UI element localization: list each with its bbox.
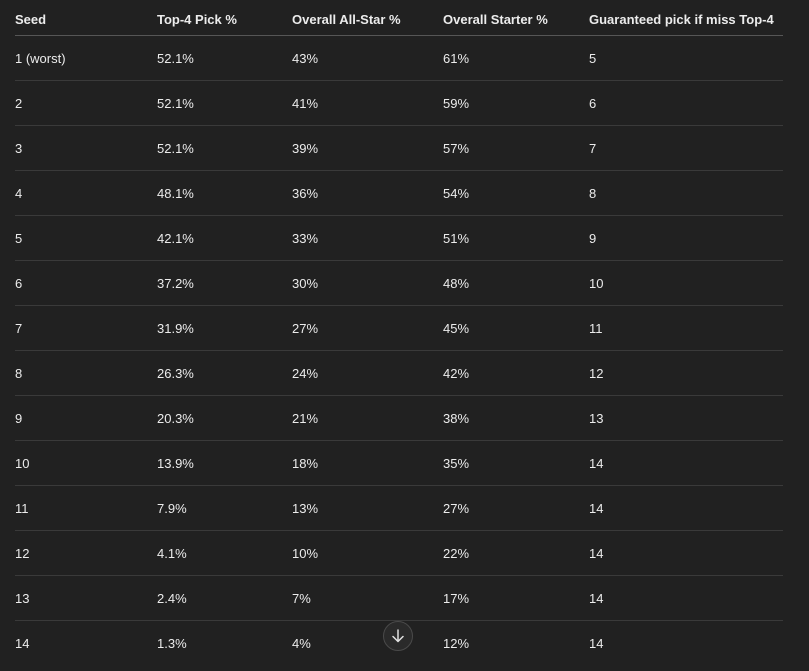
table-cell: 39% [292, 141, 319, 156]
table-cell: 3 [15, 141, 23, 156]
table-cell: 10 [15, 456, 30, 471]
table-cell: 20.3% [157, 411, 194, 426]
arrow-down-icon [392, 629, 404, 643]
table-cell: 1 (worst) [15, 51, 66, 66]
table-cell: 14 [589, 636, 604, 651]
row-divider [15, 575, 783, 576]
table-cell: 26.3% [157, 366, 194, 381]
table-cell: 4 [15, 186, 23, 201]
table-cell: 11 [589, 321, 603, 336]
row-divider [15, 260, 783, 261]
table-cell: 35% [443, 456, 470, 471]
table-cell: 24% [292, 366, 319, 381]
table-cell: 22% [443, 546, 470, 561]
row-divider [15, 125, 783, 126]
column-header: Seed [15, 12, 47, 27]
table-cell: 42% [443, 366, 470, 381]
table-cell: 9 [589, 231, 597, 246]
table-cell: 13% [292, 501, 319, 516]
table-cell: 17% [443, 591, 470, 606]
table-cell: 10% [292, 546, 319, 561]
table-cell: 52.1% [157, 141, 194, 156]
table-cell: 14 [589, 546, 604, 561]
table-cell: 14 [589, 456, 604, 471]
table-cell: 33% [292, 231, 319, 246]
table-cell: 52.1% [157, 51, 194, 66]
row-divider [15, 530, 783, 531]
row-divider [15, 485, 783, 486]
table-cell: 8 [589, 186, 597, 201]
row-divider [15, 170, 783, 171]
row-divider [15, 440, 783, 441]
table-cell: 4% [292, 636, 311, 651]
table-cell: 14 [15, 636, 30, 651]
table-cell: 27% [292, 321, 319, 336]
table-cell: 12 [589, 366, 604, 381]
row-divider [15, 305, 783, 306]
row-divider [15, 215, 783, 216]
table-cell: 1.3% [157, 636, 187, 651]
table-cell: 11 [15, 501, 29, 516]
column-header: Overall All-Star % [292, 12, 401, 27]
table-cell: 12% [443, 636, 470, 651]
table-cell: 21% [292, 411, 319, 426]
scroll-down-button[interactable] [383, 621, 413, 651]
row-divider [15, 80, 783, 81]
table-cell: 31.9% [157, 321, 194, 336]
table-cell: 48.1% [157, 186, 194, 201]
table-cell: 52.1% [157, 96, 194, 111]
table-cell: 7% [292, 591, 311, 606]
table-cell: 5 [15, 231, 23, 246]
table-cell: 13 [15, 591, 30, 606]
table-cell: 45% [443, 321, 470, 336]
table-cell: 61% [443, 51, 470, 66]
table-cell: 9 [15, 411, 23, 426]
row-divider [15, 395, 783, 396]
column-header: Guaranteed pick if miss Top-4 [589, 12, 774, 27]
table-cell: 54% [443, 186, 470, 201]
table-cell: 12 [15, 546, 30, 561]
table-cell: 6 [589, 96, 597, 111]
table-cell: 30% [292, 276, 319, 291]
row-divider [15, 620, 783, 621]
header-divider [15, 35, 783, 36]
table-cell: 10 [589, 276, 604, 291]
table-cell: 18% [292, 456, 319, 471]
table-cell: 59% [443, 96, 470, 111]
row-divider [15, 350, 783, 351]
table-cell: 7 [589, 141, 597, 156]
table-cell: 38% [443, 411, 470, 426]
table-cell: 14 [589, 591, 604, 606]
column-header: Overall Starter % [443, 12, 548, 27]
table-cell: 4.1% [157, 546, 187, 561]
table-cell: 2 [15, 96, 23, 111]
table-cell: 36% [292, 186, 319, 201]
table-cell: 43% [292, 51, 319, 66]
table-cell: 13 [589, 411, 604, 426]
table-cell: 48% [443, 276, 470, 291]
table-cell: 27% [443, 501, 470, 516]
table-cell: 42.1% [157, 231, 194, 246]
table-cell: 37.2% [157, 276, 194, 291]
table-cell: 7 [15, 321, 23, 336]
table-cell: 13.9% [157, 456, 194, 471]
table-cell: 57% [443, 141, 470, 156]
table-cell: 2.4% [157, 591, 187, 606]
table-cell: 5 [589, 51, 597, 66]
table-cell: 41% [292, 96, 319, 111]
table-cell: 6 [15, 276, 23, 291]
table-cell: 7.9% [157, 501, 187, 516]
table-cell: 8 [15, 366, 23, 381]
table-cell: 14 [589, 501, 604, 516]
column-header: Top-4 Pick % [157, 12, 237, 27]
table-cell: 51% [443, 231, 470, 246]
